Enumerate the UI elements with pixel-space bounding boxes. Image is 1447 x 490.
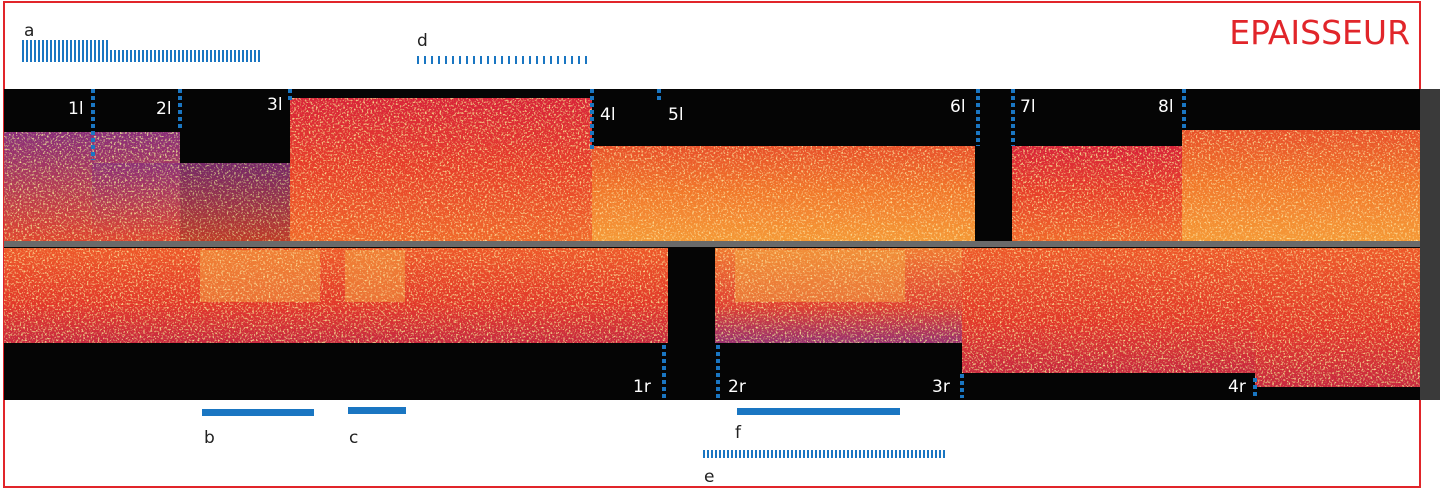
cut-label: 7l — [1020, 97, 1036, 117]
cut-label: 3l — [267, 95, 283, 115]
top-cut-markers — [91, 89, 1186, 160]
scale-strip — [1420, 89, 1440, 400]
cut-label: 1l — [68, 99, 84, 119]
cut-label: 3r — [932, 377, 950, 397]
mark-label: f — [735, 423, 742, 443]
cut-label: 5l — [668, 105, 684, 125]
mark-label: e — [704, 467, 714, 487]
mark-label: b — [204, 428, 215, 448]
mark-label: c — [349, 428, 358, 448]
cut-label: 1r — [633, 377, 651, 397]
cut-label: 6l — [950, 97, 966, 117]
cut-label: 8l — [1158, 97, 1174, 117]
cut-label: 4l — [600, 105, 616, 125]
scan-colored — [4, 98, 1420, 387]
range-marks — [22, 40, 945, 458]
bottom-cut-markers — [662, 345, 1257, 398]
mark-label: a — [24, 21, 34, 41]
mark-label: d — [417, 31, 428, 51]
scan-axis — [4, 241, 1420, 247]
cut-label: 2l — [156, 99, 172, 119]
cut-label: 2r — [728, 377, 746, 397]
title: EPAISSEUR — [1229, 13, 1410, 52]
cut-label: 4r — [1228, 377, 1246, 397]
